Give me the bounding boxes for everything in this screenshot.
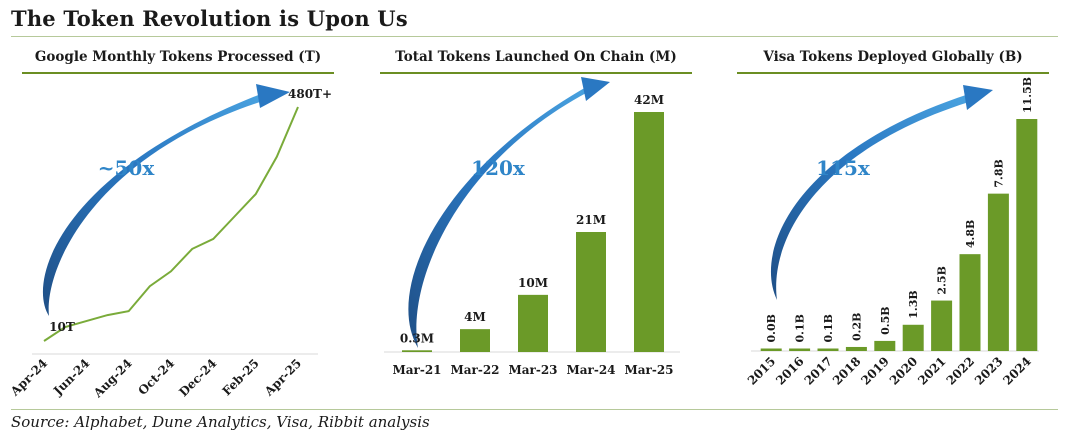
bar xyxy=(817,348,839,351)
bar xyxy=(1016,119,1038,351)
x-tick-label: Jun-24 xyxy=(50,356,92,398)
growth-arrow-body xyxy=(42,92,266,316)
growth-arrow-body xyxy=(770,94,969,300)
x-tick-label: Mar-23 xyxy=(508,363,557,377)
data-label: 10M xyxy=(518,276,548,290)
chart-title-underline xyxy=(22,72,334,74)
source-note: Source: Alphabet, Dune Analytics, Visa, … xyxy=(11,413,430,431)
data-label: 4.8B xyxy=(964,220,977,248)
bar xyxy=(874,340,896,351)
visa-bar-chart: 115x 0.0B 2015 0.1B 2016 0.1B 2017 0.2B 2018 0.5B… xyxy=(745,77,1039,388)
bar xyxy=(634,112,664,352)
x-tick-label: Feb-25 xyxy=(220,356,262,398)
data-label: 0.1B xyxy=(794,314,807,342)
bar xyxy=(460,329,490,352)
data-label: 4M xyxy=(464,310,486,324)
page-title: The Token Revolution is Upon Us xyxy=(11,6,408,31)
data-label: 21M xyxy=(576,213,606,227)
x-tick-label: Mar-24 xyxy=(566,363,615,377)
visa-tokens-panel: Visa Tokens Deployed Globally (B) 115x 0.… xyxy=(737,40,1049,406)
x-tick-label: 2016 xyxy=(773,354,807,388)
onchain-bar-chart: 120x 0.3M Mar-21 4M Mar-22 10M Mar-23 21M Mar-24… xyxy=(384,77,680,377)
data-label: 0.3M xyxy=(400,331,434,345)
data-label: 1.3B xyxy=(907,290,920,318)
x-tick-label: Mar-21 xyxy=(392,363,441,377)
chart-title: Visa Tokens Deployed Globally (B) xyxy=(763,49,1023,65)
x-tick-label: 2018 xyxy=(830,354,864,388)
x-tick-label: 2017 xyxy=(802,354,836,388)
growth-arrowhead xyxy=(581,77,610,101)
series-line xyxy=(43,106,299,342)
google-tokens-panel: Google Monthly Tokens Processed (T) ~50x… xyxy=(7,40,334,406)
bar xyxy=(959,254,981,351)
bar xyxy=(518,294,548,352)
data-label: 0.5B xyxy=(879,306,892,334)
x-tick-label: 2015 xyxy=(745,354,779,388)
chart-title: Google Monthly Tokens Processed (T) xyxy=(34,49,322,65)
bar xyxy=(402,350,432,352)
bar xyxy=(987,193,1009,351)
data-label: 2.5B xyxy=(936,266,949,294)
chart-title-underline xyxy=(737,72,1049,74)
x-tick-label: Mar-25 xyxy=(624,363,673,377)
x-tick-label: 2021 xyxy=(915,354,949,388)
x-tick-label: 2024 xyxy=(1000,354,1034,388)
data-label: 11.5B xyxy=(1021,77,1034,113)
onchain-tokens-panel: Total Tokens Launched On Chain (M) 120x 0… xyxy=(380,40,692,406)
chart-title-underline xyxy=(380,72,692,74)
data-label: 0.1B xyxy=(822,314,835,342)
bar xyxy=(902,324,924,351)
bar xyxy=(845,346,867,351)
x-tick-label: Mar-22 xyxy=(450,363,499,377)
source-divider xyxy=(11,409,1058,410)
bar xyxy=(789,348,811,351)
x-tick-label: Apr-25 xyxy=(261,356,304,399)
data-label: 0.2B xyxy=(850,313,863,341)
data-label: 10T xyxy=(49,320,75,334)
multiplier-label: 120x xyxy=(471,156,526,180)
data-label: 0.0B xyxy=(765,314,778,342)
chart-title: Total Tokens Launched On Chain (M) xyxy=(395,49,677,65)
multiplier-label: ~50x xyxy=(98,156,156,180)
x-tick-label: Apr-24 xyxy=(7,356,50,399)
x-tick-label: 2023 xyxy=(972,354,1006,388)
bar xyxy=(760,348,782,351)
data-label: 480T+ xyxy=(288,87,332,101)
x-tick-label: Aug-24 xyxy=(90,356,135,401)
title-divider xyxy=(11,36,1058,37)
x-tick-label: 2019 xyxy=(858,354,892,388)
growth-arrow-body xyxy=(408,86,588,348)
growth-arrowhead xyxy=(963,85,993,110)
data-label: 42M xyxy=(634,93,664,107)
bar xyxy=(931,300,953,351)
x-tick-label: Oct-24 xyxy=(135,356,177,398)
bar xyxy=(576,232,606,352)
x-tick-label: 2020 xyxy=(887,354,921,388)
data-label: 7.8B xyxy=(992,159,1005,187)
growth-arrowhead xyxy=(256,84,290,108)
x-tick-label: 2022 xyxy=(944,354,978,388)
x-tick-label: Dec-24 xyxy=(176,356,219,399)
multiplier-label: 115x xyxy=(816,156,871,180)
